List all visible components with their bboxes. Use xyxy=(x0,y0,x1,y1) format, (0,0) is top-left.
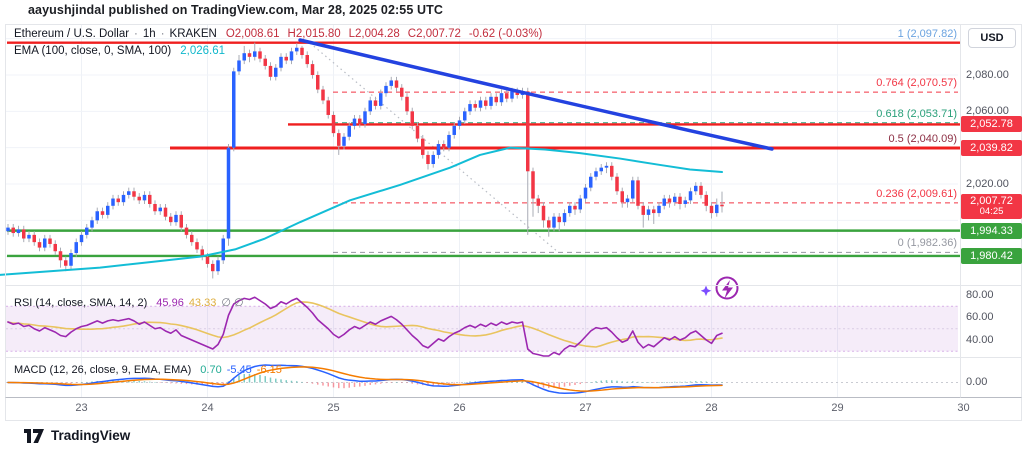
boost-icon[interactable] xyxy=(700,276,739,300)
tradingview-footer: TradingView xyxy=(24,428,130,443)
ohlc-values: O2,008.61 H2,015.80 L2,004.28 C2,007.72 … xyxy=(226,28,543,40)
rsi-extra-values: ∅ ∅ xyxy=(221,297,244,309)
change-value: -0.62 (-0.03%) xyxy=(468,28,543,40)
price-scale-label: 40.00 xyxy=(966,333,994,346)
fib-label-0.618: 0.618 (2,053.71) xyxy=(876,107,957,120)
legend-separator: · xyxy=(134,28,138,40)
current-price-badge: 2,007.72 04:25 xyxy=(961,193,1022,219)
rsi-sma-value: 43.33 xyxy=(188,296,217,309)
macd-legend[interactable]: MACD (12, 26, close, 9, EMA, EMA) 0.70 -… xyxy=(14,364,282,376)
time-axis-label-30: 30 xyxy=(957,402,970,414)
close-value: C2,007.72 xyxy=(407,28,461,40)
fib-label-0.5: 0.5 (2,040.09) xyxy=(888,132,958,145)
badge-price: 1,980.42 xyxy=(970,249,1013,262)
price-scale-label: 80.00 xyxy=(966,288,994,301)
fib-label-1: 1 (2,097.82) xyxy=(897,27,957,40)
time-axis-label-29: 29 xyxy=(831,402,844,414)
time-axis-label-24: 24 xyxy=(201,402,214,414)
ema-name: EMA (100, close, 0, SMA, 100) xyxy=(14,45,172,57)
symbol-name: Ethereum / U.S. Dollar xyxy=(14,28,130,40)
badge-price: 2,052.78 xyxy=(970,118,1013,131)
fib-label-0.236: 0.236 (2,009.61) xyxy=(876,187,957,200)
macd-name: MACD (12, 26, close, 9, EMA, EMA) xyxy=(14,364,192,376)
attribution-text: aayushjindal published on TradingView.co… xyxy=(28,3,443,17)
trendline xyxy=(298,38,774,151)
rsi-name: RSI (14, close, SMA, 14, 2) xyxy=(14,296,148,309)
fib-label-0: 0 (1,982.36) xyxy=(897,237,957,250)
widget-frame xyxy=(5,24,1022,421)
symbol-legend[interactable]: Ethereum / U.S. Dollar · 1h · KRAKEN O2,… xyxy=(14,28,542,40)
time-axis-label-28: 28 xyxy=(705,402,718,414)
price-line-badge: 2,052.78 xyxy=(961,116,1022,133)
price-scale-label: 0.00 xyxy=(966,376,988,388)
low-value: L2,004.28 xyxy=(348,28,400,40)
price-scale-label: 2,060.00 xyxy=(966,104,1009,117)
price-scale-label: 60.00 xyxy=(966,311,994,323)
tradingview-logo[interactable] xyxy=(24,428,44,443)
rsi-line xyxy=(7,296,723,357)
time-axis-label-26: 26 xyxy=(453,402,466,414)
price-scale-label: 2,020.00 xyxy=(966,177,1009,190)
macd-hist-value: 0.70 xyxy=(200,364,222,376)
rsi-legend[interactable]: RSI (14, close, SMA, 14, 2) 45.96 43.33 … xyxy=(14,296,244,310)
ema-legend[interactable]: EMA (100, close, 0, SMA, 100) 2,026.61 xyxy=(14,45,225,57)
badge-price: 1,994.33 xyxy=(970,224,1013,237)
candlesticks[interactable] xyxy=(6,47,724,272)
legend-separator: · xyxy=(160,28,165,40)
price-line-badge: 1,994.33 xyxy=(961,222,1022,239)
interval-label: 1h xyxy=(142,28,156,40)
exchange-label: KRAKEN xyxy=(169,28,217,40)
fib-label-0.764: 0.764 (2,070.57) xyxy=(876,77,957,90)
rsi-sma-line xyxy=(7,301,723,348)
ema-value: 2,026.61 xyxy=(180,45,226,57)
currency-button[interactable]: USD xyxy=(968,28,1016,48)
badge-price: 2,039.82 xyxy=(970,141,1013,154)
time-axis-label-23: 23 xyxy=(75,402,88,414)
tradingview-brand-text[interactable]: TradingView xyxy=(51,428,131,443)
candle-wicks xyxy=(7,42,723,279)
price-scale-label: 2,080.00 xyxy=(966,68,1009,81)
open-value: O2,008.61 xyxy=(225,28,280,40)
rsi-band xyxy=(6,305,958,352)
macd-line xyxy=(7,364,723,395)
macd-value: -5.45 xyxy=(226,364,252,376)
macd-signal-value: -6.15 xyxy=(256,364,282,376)
macd-signal-line xyxy=(7,366,723,392)
support-resistance-lines xyxy=(7,41,960,258)
ema-line xyxy=(0,146,723,276)
time-axis-label-25: 25 xyxy=(327,402,340,414)
high-value: H2,015.80 xyxy=(287,28,341,40)
price-line-badge: 1,980.42 xyxy=(961,247,1022,264)
rsi-value: 45.96 xyxy=(156,296,184,309)
fib-baseline xyxy=(309,42,559,253)
countdown-timer: 04:25 xyxy=(979,206,1004,218)
time-axis-label-27: 27 xyxy=(579,402,592,414)
badge-price: 2,007.72 xyxy=(970,195,1013,208)
price-line-badge: 2,039.82 xyxy=(961,139,1022,156)
